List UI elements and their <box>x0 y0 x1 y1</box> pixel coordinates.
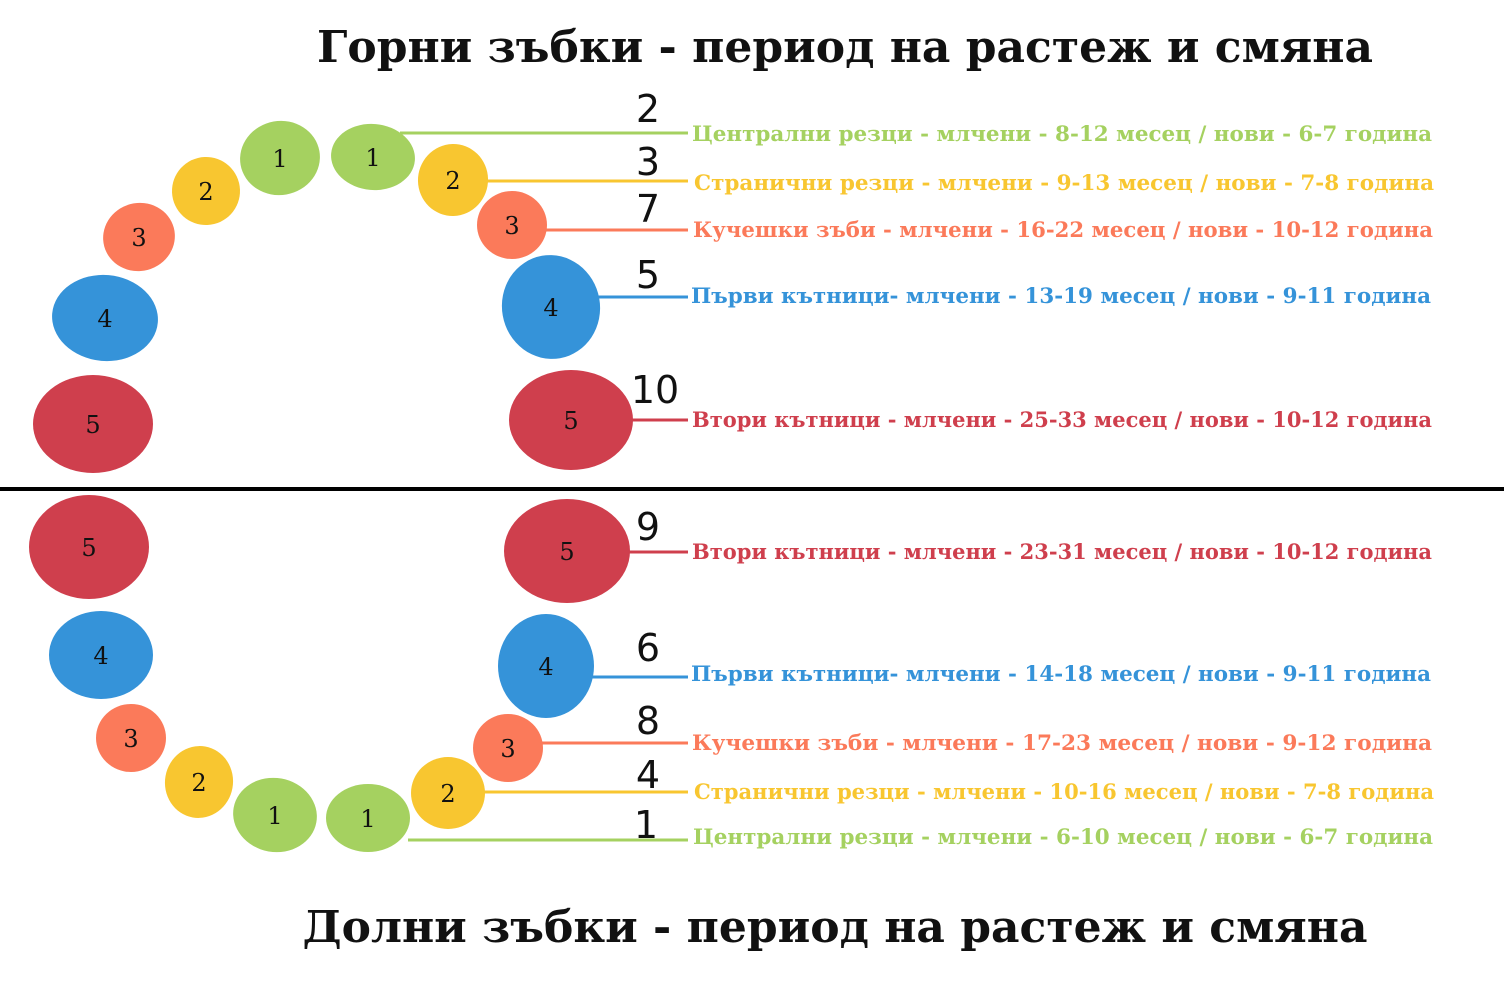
lower-tooth-label: 5 <box>559 538 574 566</box>
upper-tooth-label: 1 <box>365 144 380 172</box>
lower-tooth-shape <box>96 704 166 772</box>
upper-legend-text: Кучешки зъби - млчени - 16-22 месец / но… <box>693 217 1433 242</box>
lower-tooth-label: 2 <box>440 780 455 808</box>
upper-legend-row-molar-second: 10 Втори кътници - млчени - 25-33 месец /… <box>630 368 1432 432</box>
upper-tooth-shape <box>103 202 175 272</box>
lower-legend-row-canine: 8 Кучешки зъби - млчени - 17-23 месец / н… <box>540 699 1432 755</box>
upper-tooth-shape <box>417 144 489 216</box>
upper-tooth-shape <box>52 274 158 362</box>
lower-tooth-incisor-central: 1 <box>326 784 410 852</box>
upper-legend-text: Странични резци - млчени - 9-13 месец / … <box>694 170 1434 195</box>
upper-tooth-label: 4 <box>543 294 558 322</box>
lower-legend-text: Кучешки зъби - млчени - 17-23 месец / но… <box>692 730 1432 755</box>
lower-tooth-incisor-lateral: 2 <box>411 757 485 829</box>
lower-tooth-label: 1 <box>360 805 375 833</box>
upper-tooth-label: 3 <box>131 224 146 252</box>
upper-tooth-molar-first: 4 <box>501 255 601 359</box>
lower-order-number: 1 <box>634 803 658 847</box>
upper-order-number: 7 <box>636 187 660 231</box>
lower-tooth-shape <box>411 757 485 829</box>
lower-legend-row-incisor-central: 1 Централни резци - млчени - 6-10 месец /… <box>408 803 1433 849</box>
lower-tooth-molar-first: 4 <box>498 614 594 718</box>
upper-tooth-molar-first: 4 <box>52 274 158 362</box>
lower-order-number: 9 <box>636 505 660 549</box>
upper-tooth-incisor-central: 1 <box>331 123 415 191</box>
upper-legend-text: Първи кътници- млчени - 13-19 месец / но… <box>691 283 1431 308</box>
lower-legend-row-molar-first: 6 Първи кътници- млчени - 14-18 месец / н… <box>592 626 1431 686</box>
upper-legend: 2 Централни резци - млчени - 8-12 месец /… <box>400 87 1434 432</box>
upper-tooth-label: 5 <box>563 407 578 435</box>
upper-legend-row-incisor-lateral: 3 Странични резци - млчени - 9-13 месец /… <box>485 140 1434 195</box>
lower-tooth-label: 5 <box>81 534 96 562</box>
lower-tooth-shape <box>473 714 543 782</box>
upper-order-number: 3 <box>636 140 660 184</box>
lower-tooth-label: 2 <box>191 769 206 797</box>
upper-tooth-molar-second: 5 <box>509 370 633 470</box>
upper-tooth-shape <box>331 123 415 191</box>
upper-legend-row-molar-first: 5 Първи кътници- млчени - 13-19 месец / н… <box>598 253 1431 308</box>
lower-legend-row-molar-second: 9 Втори кътници - млчени - 23-31 месец / … <box>628 505 1432 564</box>
upper-tooth-incisor-lateral: 2 <box>417 144 489 216</box>
lower-tooth-canine: 3 <box>96 704 166 772</box>
lower-order-number: 8 <box>636 699 660 743</box>
lower-legend-row-incisor-lateral: 4 Странични резци - млчени - 10-16 месец … <box>482 753 1434 804</box>
upper-teeth-group: 1 2 3 4 5 1 2 3 4 5 <box>33 120 633 473</box>
upper-tooth-label: 2 <box>198 178 213 206</box>
lower-tooth-shape <box>326 784 410 852</box>
upper-tooth-label: 2 <box>445 167 460 195</box>
upper-tooth-incisor-lateral: 2 <box>172 157 240 225</box>
upper-tooth-canine: 3 <box>477 191 547 259</box>
lower-legend-text: Странични резци - млчени - 10-16 месец /… <box>694 779 1434 804</box>
lower-tooth-shape <box>504 499 630 603</box>
lower-tooth-molar-second: 5 <box>29 495 149 599</box>
lower-tooth-label: 4 <box>538 653 553 681</box>
lower-tooth-label: 3 <box>123 725 138 753</box>
lower-order-number: 6 <box>636 626 660 670</box>
lower-tooth-molar-first: 4 <box>49 611 153 699</box>
upper-tooth-label: 3 <box>504 212 519 240</box>
upper-title: Горни зъбки - период на растеж и смяна <box>317 22 1373 73</box>
upper-tooth-shape <box>501 255 601 359</box>
upper-tooth-incisor-central: 1 <box>240 120 320 196</box>
upper-tooth-shape <box>509 370 633 470</box>
upper-order-number: 10 <box>631 368 679 412</box>
lower-tooth-label: 1 <box>267 802 282 830</box>
upper-tooth-shape <box>172 157 240 225</box>
lower-tooth-canine: 3 <box>473 714 543 782</box>
upper-legend-text: Централни резци - млчени - 8-12 месец / … <box>692 121 1432 146</box>
lower-tooth-shape <box>164 746 234 818</box>
lower-order-number: 4 <box>636 753 660 797</box>
lower-tooth-shape <box>29 495 149 599</box>
upper-legend-text: Втори кътници - млчени - 25-33 месец / н… <box>692 407 1432 432</box>
lower-tooth-incisor-lateral: 2 <box>164 746 234 818</box>
upper-tooth-shape <box>33 375 153 473</box>
upper-tooth-canine: 3 <box>103 202 175 272</box>
upper-order-number: 5 <box>636 253 660 297</box>
upper-tooth-molar-second: 5 <box>33 375 153 473</box>
lower-title: Долни зъбки - период на растеж и смяна <box>302 902 1367 953</box>
upper-order-number: 2 <box>636 87 660 131</box>
upper-legend-row-incisor-central: 2 Централни резци - млчени - 8-12 месец /… <box>400 87 1432 146</box>
lower-tooth-label: 3 <box>500 735 515 763</box>
upper-tooth-label: 4 <box>97 305 112 333</box>
upper-legend-row-canine: 7 Кучешки зъби - млчени - 16-22 месец / н… <box>542 187 1433 242</box>
upper-tooth-label: 1 <box>272 145 287 173</box>
lower-tooth-shape <box>49 611 153 699</box>
lower-legend-text: Първи кътници- млчени - 14-18 месец / но… <box>691 661 1431 686</box>
lower-legend-text: Втори кътници - млчени - 23-31 месец / н… <box>692 539 1432 564</box>
lower-tooth-shape <box>498 614 594 718</box>
upper-tooth-shape <box>477 191 547 259</box>
upper-tooth-shape <box>240 120 320 196</box>
lower-teeth-group: 5 4 3 2 1 5 4 3 2 1 <box>29 495 630 853</box>
lower-legend-text: Централни резци - млчени - 6-10 месец / … <box>693 824 1433 849</box>
lower-tooth-shape <box>233 777 317 853</box>
upper-tooth-label: 5 <box>85 411 100 439</box>
lower-legend: 9 Втори кътници - млчени - 23-31 месец / … <box>408 505 1434 849</box>
lower-tooth-molar-second: 5 <box>504 499 630 603</box>
lower-tooth-incisor-central: 1 <box>233 777 317 853</box>
lower-tooth-label: 4 <box>93 642 108 670</box>
